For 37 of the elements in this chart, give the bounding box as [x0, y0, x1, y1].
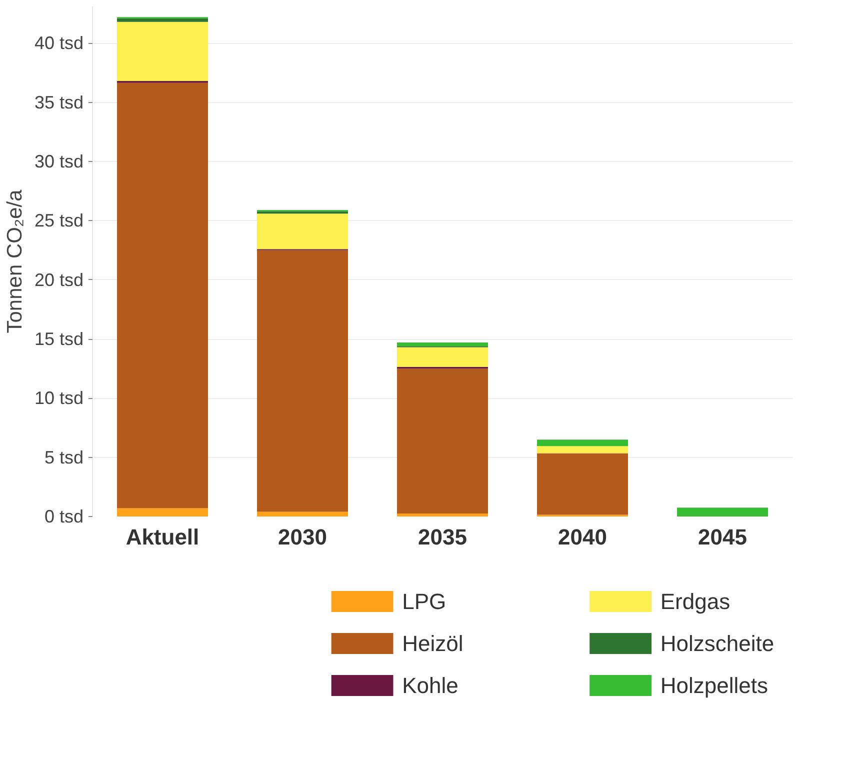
y-tick-label: 35 tsd [34, 92, 84, 112]
bar [397, 368, 488, 514]
y-tick-label: 15 tsd [34, 329, 84, 350]
bar [117, 22, 208, 82]
bar [397, 342, 488, 346]
x-tick-label: 2035 [418, 524, 467, 550]
legend-label: Kohle [402, 673, 458, 698]
bar [397, 347, 488, 367]
y-tick-label: 0 tsd [44, 506, 84, 526]
bar [257, 211, 348, 214]
y-tick-label: 5 tsd [44, 447, 84, 468]
x-tick-label: Aktuell [126, 524, 200, 550]
bar [257, 250, 348, 512]
y-tick-label: 40 tsd [34, 33, 84, 54]
bar [537, 440, 628, 446]
bar [117, 82, 208, 508]
y-tick-label: 25 tsd [34, 210, 84, 231]
bar [117, 18, 208, 22]
legend-label: Holzscheite [660, 631, 774, 656]
y-axis-title: Tonnen CO₂e/a [3, 189, 26, 334]
bar [397, 514, 488, 516]
x-tick-label: 2030 [278, 524, 327, 550]
x-tick-label: 2040 [558, 524, 607, 550]
y-tick-label: 20 tsd [34, 270, 84, 290]
legend-label: Erdgas [660, 589, 730, 614]
y-tick-label: 30 tsd [34, 152, 84, 172]
bar [257, 512, 348, 516]
bar [677, 508, 768, 516]
legend-label: Holzpellets [660, 673, 768, 698]
y-tick-label: 10 tsd [34, 388, 84, 408]
legend-label: Heizöl [402, 631, 464, 656]
legend-label: LPG [402, 589, 446, 614]
bar [257, 214, 348, 250]
x-tick-label: 2045 [698, 524, 747, 550]
bar [537, 446, 628, 454]
bar [117, 508, 208, 516]
bar [537, 453, 628, 515]
